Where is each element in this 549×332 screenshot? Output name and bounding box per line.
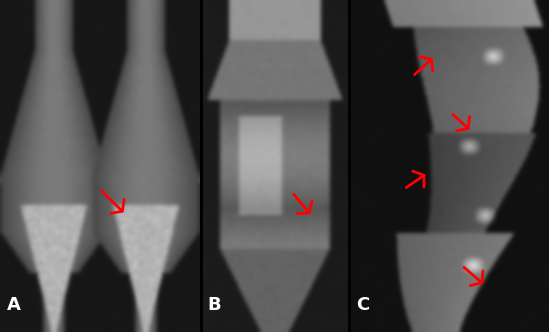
Bar (200, 0, 203, 332)
Bar (349, 0, 351, 332)
Text: B: B (208, 296, 221, 314)
Text: C: C (356, 296, 369, 314)
Text: A: A (7, 296, 20, 314)
